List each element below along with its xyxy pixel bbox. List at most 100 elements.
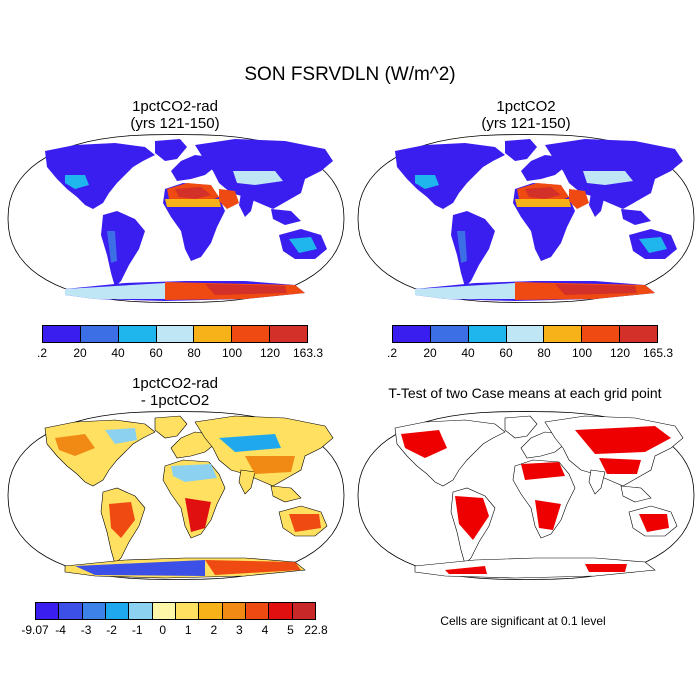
- significant-region: [535, 500, 561, 530]
- colorbar-swatch: [269, 603, 293, 619]
- significant-region: [639, 514, 669, 532]
- colorbar-tick-label: 4: [261, 623, 269, 637]
- colorbar-swatch: [468, 326, 507, 342]
- overlay-antarctica-light: [65, 283, 165, 299]
- overlay-antarctica-light: [415, 283, 515, 299]
- colorbar-tick-label: 165.3: [642, 346, 674, 360]
- colorbar-tick-label: 100: [571, 346, 593, 360]
- overlay-sa-warm: [109, 502, 135, 538]
- overlay-antarctica-core: [555, 284, 637, 295]
- landmass-northAmerica: [45, 143, 155, 209]
- colorbar-tick-label: 40: [111, 346, 125, 360]
- landmass-asia: [194, 415, 334, 487]
- overlay-sahara-edge: [515, 199, 571, 207]
- colorbar-swatch: [118, 326, 157, 342]
- colorbar-tick-label: -4: [55, 623, 66, 637]
- colorbar-swatch: [245, 603, 270, 619]
- colorbar-tick-label: 100: [221, 346, 243, 360]
- landmass-africa: [162, 459, 226, 539]
- colorbar-tick-label: -1: [131, 623, 143, 637]
- panel-3-title: 1pctCO2-rad - 1pctCO2: [10, 375, 340, 409]
- panel-1-title-line1: 1pctCO2-rad: [132, 98, 218, 115]
- significant-region: [445, 566, 487, 574]
- landmass-greenland: [504, 415, 538, 439]
- overlay-central-asia: [233, 171, 283, 185]
- landmass-seAsia: [620, 485, 652, 503]
- landmass-southAmerica: [101, 211, 145, 287]
- colorbar-swatch: [175, 603, 200, 619]
- colorbar-swatch: [620, 326, 658, 342]
- landmass-seAsia: [271, 209, 301, 225]
- landmass-india: [238, 469, 256, 495]
- landmass-seAsia: [621, 209, 651, 225]
- colorbar-swatch: [430, 326, 469, 342]
- landmass-southAmerica: [451, 211, 495, 287]
- colorbar-1: .2 20 40 60 80 100 120 163.3: [37, 325, 323, 360]
- overlay-andes: [457, 231, 467, 263]
- overlay-sahara-core: [525, 187, 561, 199]
- overlay-sahara-edge: [165, 199, 221, 207]
- colorbar-tick-label: 120: [609, 346, 631, 360]
- panel-1-title-line2: (yrs 121-150): [130, 115, 220, 132]
- colorbar-swatch: [199, 603, 223, 619]
- significant-region: [401, 430, 447, 458]
- landmass-europe: [521, 155, 565, 181]
- map-panel-2: [357, 134, 695, 303]
- colorbar-swatch: [544, 326, 583, 342]
- landmass-seAsia: [270, 485, 302, 503]
- colorbar-tick-label: -2: [106, 623, 117, 637]
- overlay-arabia: [569, 189, 589, 209]
- significant-region: [585, 564, 627, 572]
- significant-region: [575, 426, 671, 454]
- landmass-northAmerica: [395, 143, 505, 209]
- colorbar-tick-label: .2: [36, 346, 48, 360]
- colorbar-tick-label: 5: [287, 623, 294, 637]
- colorbar-swatch: [43, 326, 81, 342]
- overlay-asia-cool: [219, 434, 281, 452]
- landmass-greenland: [154, 415, 188, 439]
- panel-2-title: 1pctCO2 (yrs 121-150): [361, 98, 691, 132]
- overlay-na-cool: [105, 428, 137, 444]
- colorbar-swatch: [194, 326, 233, 342]
- colorbar-tick-label: 80: [187, 346, 201, 360]
- overlay-antarctica-core: [205, 284, 287, 295]
- colorbar-tick-label: 40: [461, 346, 475, 360]
- colorbar-tick-label: 20: [73, 346, 87, 360]
- overlay-antarctica-cool: [75, 560, 205, 576]
- colorbar-swatch: [506, 326, 545, 342]
- colorbar-tick-label: 163.3: [292, 346, 324, 360]
- overlay-na-warm: [55, 434, 95, 456]
- colorbar-2-swatches: [392, 325, 658, 343]
- colorbar-swatch: [152, 603, 176, 619]
- colorbar-tick-label: 60: [149, 346, 163, 360]
- colorbar-tick-label: .2: [386, 346, 398, 360]
- colorbar-tick-label: 3: [236, 623, 243, 637]
- colorbar-swatch: [80, 326, 119, 342]
- significant-region: [599, 458, 641, 474]
- colorbar-tick-label: 20: [423, 346, 437, 360]
- colorbar-tick-label: -3: [80, 623, 92, 637]
- landmass-greenland: [505, 139, 537, 161]
- significant-region: [521, 462, 565, 480]
- panel-3-title-line2: - 1pctCO2: [140, 392, 210, 409]
- colorbar-tick-label: 120: [259, 346, 281, 360]
- colorbar-swatch: [232, 326, 271, 342]
- landmass-europe: [171, 155, 215, 181]
- landmass-india: [589, 193, 605, 217]
- panel-1-title: 1pctCO2-rad (yrs 121-150): [10, 98, 340, 132]
- panel-4-title: T-Test of two Case means at each grid po…: [388, 385, 662, 401]
- overlay-antarctica-warm: [205, 560, 301, 575]
- overlay-asia-warm: [245, 456, 295, 474]
- figure-title: SON FSRVDLN (W/m^2): [244, 64, 456, 85]
- map-panel-4: [357, 411, 695, 580]
- overlay-andes: [107, 231, 117, 263]
- colorbar-swatch: [393, 326, 431, 342]
- landmass-india: [239, 193, 255, 217]
- colorbar-3: -9.07 -4 -3 -2 -1 0 1 2 3 4 5 22.8: [21, 602, 328, 637]
- map-panel-3: [7, 411, 345, 580]
- overlay-australia-warm: [289, 514, 321, 532]
- colorbar-tick-label: 60: [499, 346, 513, 360]
- colorbar-tick-label: 80: [537, 346, 551, 360]
- colorbar-swatch: [36, 603, 60, 619]
- overlay-sw-usa: [415, 175, 439, 189]
